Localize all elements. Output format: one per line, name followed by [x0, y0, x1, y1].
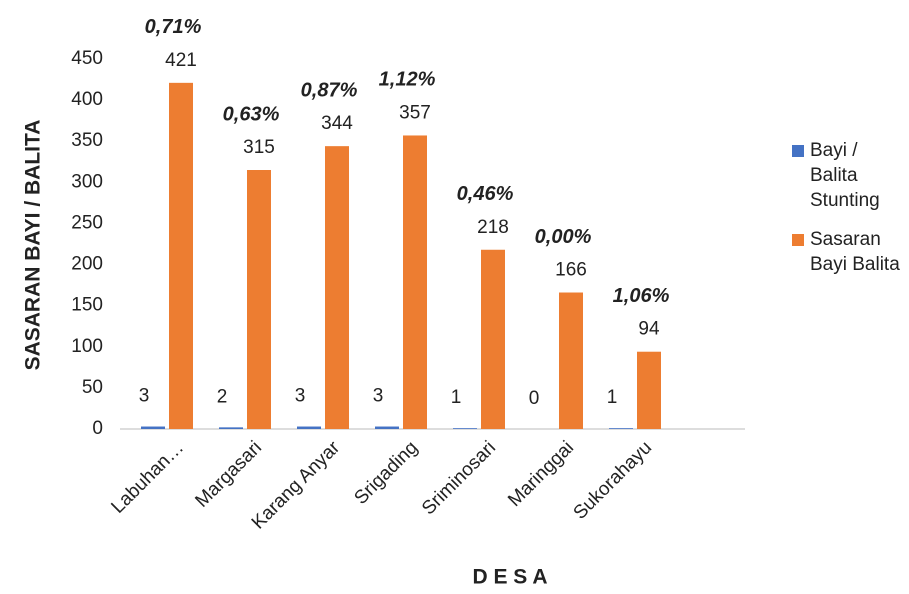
bar: [453, 428, 477, 429]
legend-swatch: [792, 234, 804, 246]
legend-label: Bayi / Balita Stunting: [810, 140, 880, 211]
data-label: 357: [399, 102, 431, 123]
bar: [141, 426, 165, 429]
bar: [247, 170, 271, 429]
data-label: 1: [607, 387, 618, 408]
x-tick-label: Sukorahayu: [570, 437, 657, 524]
x-tick-label: Margasari: [191, 437, 266, 512]
legend-label: Sasaran Bayi Balita: [810, 229, 900, 275]
percent-label: 1,06%: [613, 285, 670, 307]
x-tick-label: Maringgai: [504, 437, 578, 511]
legend-swatch: [792, 145, 804, 157]
data-label: 3: [373, 386, 384, 407]
data-label: 1: [451, 387, 462, 408]
bar: [219, 427, 243, 429]
y-tick-label: 200: [71, 254, 103, 275]
percent-label: 0,87%: [301, 79, 358, 101]
data-label: 3: [295, 386, 306, 407]
data-label: 421: [165, 50, 197, 71]
legend-item: Bayi / Balita Stunting: [792, 138, 904, 213]
legend-item: Sasaran Bayi Balita: [792, 227, 904, 277]
x-tick-label: Srigading: [350, 437, 422, 509]
data-label: 0: [529, 388, 540, 409]
y-tick-label: 150: [71, 295, 103, 316]
x-tick-label: Labuhan…: [107, 437, 188, 518]
bar: [481, 249, 505, 429]
bar: [325, 146, 349, 429]
percent-label: 0,71%: [145, 16, 202, 38]
data-label: 315: [243, 137, 275, 158]
percent-label: 0,46%: [457, 183, 514, 205]
data-label: 344: [321, 113, 353, 134]
y-tick-label: 50: [82, 377, 103, 398]
percent-label: 1,12%: [379, 69, 436, 91]
bar: [637, 351, 661, 429]
y-axis-title: SASARAN BAYI / BALITA: [22, 120, 45, 371]
legend: Bayi / Balita Stunting Sasaran Bayi Balit…: [792, 138, 904, 291]
data-label: 166: [555, 260, 587, 281]
bar: [375, 426, 399, 429]
data-label: 94: [638, 319, 660, 340]
bar: [169, 82, 193, 429]
y-tick-label: 0: [92, 418, 103, 439]
x-axis-title: D E S A: [472, 566, 547, 589]
y-tick-label: 250: [71, 212, 103, 233]
data-label: 3: [139, 386, 150, 407]
y-tick-label: 350: [71, 130, 103, 151]
data-label: 2: [217, 386, 228, 407]
y-tick-label: 100: [71, 336, 103, 357]
bar: [403, 135, 427, 429]
bar: [609, 428, 633, 429]
percent-label: 0,63%: [223, 103, 280, 125]
y-tick-label: 450: [71, 48, 103, 69]
x-tick-label: Sriminosari: [418, 437, 500, 519]
bar: [297, 426, 321, 429]
bar: [559, 292, 583, 429]
y-tick-label: 400: [71, 89, 103, 110]
percent-label: 0,00%: [535, 226, 592, 248]
y-tick-label: 300: [71, 171, 103, 192]
data-label: 218: [477, 217, 509, 238]
